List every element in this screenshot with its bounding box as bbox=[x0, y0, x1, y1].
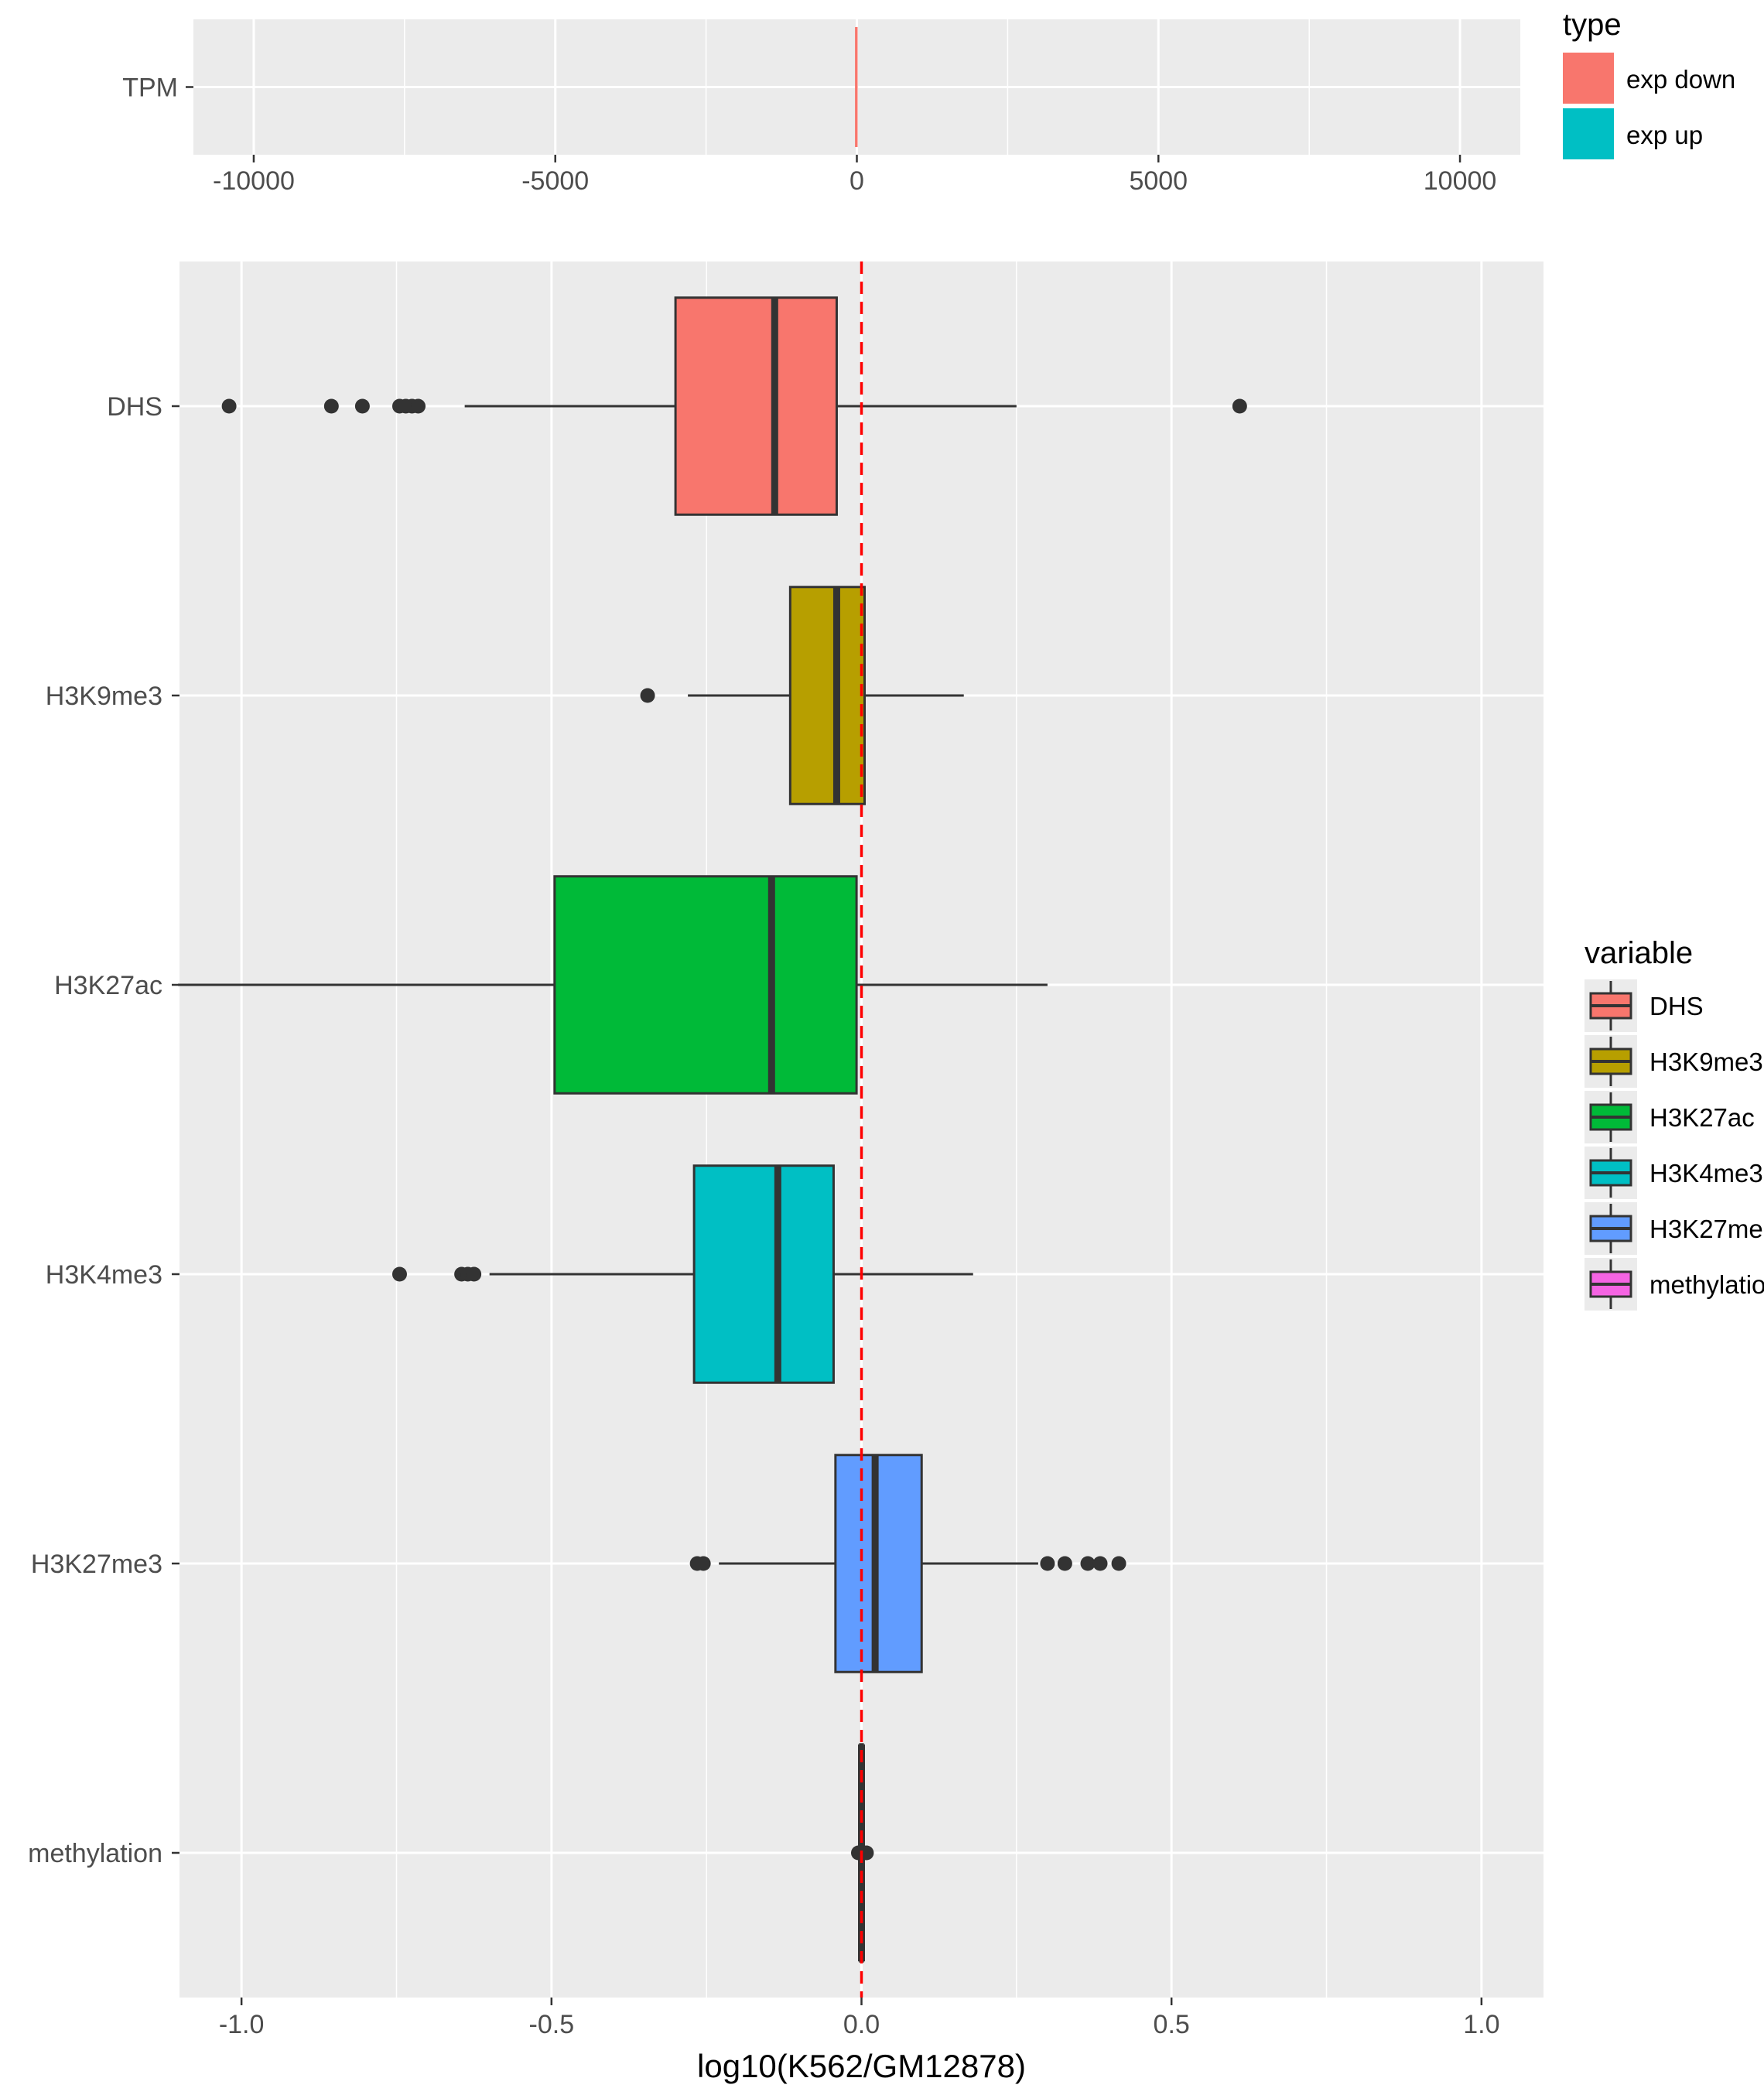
variable-legend-label-methylation: methylation bbox=[1649, 1270, 1764, 1299]
box-H3K4me3 bbox=[692, 1164, 835, 1384]
type-legend-label-1: exp up bbox=[1626, 121, 1703, 149]
outlier-H3K27me3 bbox=[1092, 1556, 1108, 1571]
bottom-y-tick-label-DHS: DHS bbox=[107, 392, 162, 422]
bottom-x-tick-label: -0.5 bbox=[529, 2010, 575, 2039]
outlier-H3K4me3 bbox=[391, 1266, 407, 1282]
type-legend-label-0: exp down bbox=[1626, 65, 1735, 94]
outlier-DHS bbox=[354, 398, 370, 414]
top-y-tick-label: TPM bbox=[122, 73, 178, 103]
variable-legend-label-H3K4me3: H3K4me3 bbox=[1649, 1159, 1763, 1188]
boxplot-H3K27ac bbox=[178, 875, 1048, 1095]
variable-legend-key-DHS bbox=[1585, 979, 1637, 1032]
outlier-H3K27me3 bbox=[1057, 1556, 1072, 1571]
top-x-tick-label: 5000 bbox=[1129, 166, 1188, 196]
box-DHS bbox=[674, 296, 838, 516]
bottom-y-tick-label-methylation: methylation bbox=[28, 1839, 162, 1868]
bottom-x-tick-label: -1.0 bbox=[219, 2010, 265, 2039]
bottom-x-tick-label: 1.0 bbox=[1463, 2010, 1499, 2039]
variable-legend-label-H3K27ac: H3K27ac bbox=[1649, 1103, 1755, 1132]
bottom-y-tick-label-H3K9me3: H3K9me3 bbox=[46, 682, 162, 711]
outlier-DHS bbox=[1232, 398, 1247, 414]
outlier-H3K4me3 bbox=[467, 1266, 482, 1282]
top-x-tick-label: 0 bbox=[850, 166, 864, 196]
type-legend-key-0 bbox=[1563, 53, 1614, 104]
box-H3K27ac bbox=[553, 875, 858, 1095]
variable-legend-key-methylation bbox=[1585, 1258, 1637, 1311]
bottom-y-tick-label-H3K27ac: H3K27ac bbox=[54, 971, 162, 1000]
variable-legend-key-H3K27me3 bbox=[1585, 1202, 1637, 1255]
bottom-y-tick-label-H3K27me3: H3K27me3 bbox=[31, 1550, 162, 1579]
bottom-x-tick-label: 0.5 bbox=[1154, 2010, 1190, 2039]
top-x-tick-label: -5000 bbox=[521, 166, 589, 196]
boxplot-H3K9me3 bbox=[640, 586, 964, 805]
type-legend-key-1 bbox=[1563, 108, 1614, 159]
outlier-DHS bbox=[411, 398, 426, 414]
x-axis-title: log10(K562/GM12878) bbox=[697, 2048, 1026, 2084]
outlier-DHS bbox=[221, 398, 237, 414]
box-H3K9me3 bbox=[788, 586, 867, 805]
outlier-H3K27me3 bbox=[1111, 1556, 1126, 1571]
type-legend-title: type bbox=[1563, 8, 1622, 42]
variable-legend-key-H3K4me3 bbox=[1585, 1147, 1637, 1199]
variable-legend-label-DHS: DHS bbox=[1649, 992, 1704, 1020]
boxplot-DHS bbox=[221, 296, 1247, 516]
outlier-H3K27me3 bbox=[696, 1556, 711, 1571]
boxplot-H3K27me3 bbox=[689, 1454, 1126, 1673]
boxplot-H3K4me3 bbox=[391, 1164, 973, 1384]
bottom-y-tick-label-H3K4me3: H3K4me3 bbox=[46, 1260, 162, 1290]
variable-legend-key-H3K27ac bbox=[1585, 1091, 1637, 1143]
outlier-H3K27me3 bbox=[1040, 1556, 1055, 1571]
variable-legend-key-H3K9me3 bbox=[1585, 1035, 1637, 1088]
bottom-x-tick-label: 0.0 bbox=[843, 2010, 880, 2039]
tpm-bar-exp-up bbox=[855, 27, 858, 147]
top-x-tick-label: -10000 bbox=[213, 166, 295, 196]
outlier-H3K9me3 bbox=[640, 688, 655, 703]
outlier-DHS bbox=[323, 398, 339, 414]
variable-legend-label-H3K9me3: H3K9me3 bbox=[1649, 1048, 1763, 1076]
top-x-tick-label: 10000 bbox=[1424, 166, 1497, 196]
outlier-H3K27me3 bbox=[1080, 1556, 1096, 1571]
variable-legend-label-H3K27me3: H3K27me3 bbox=[1649, 1215, 1764, 1243]
variable-legend-title: variable bbox=[1585, 936, 1693, 970]
